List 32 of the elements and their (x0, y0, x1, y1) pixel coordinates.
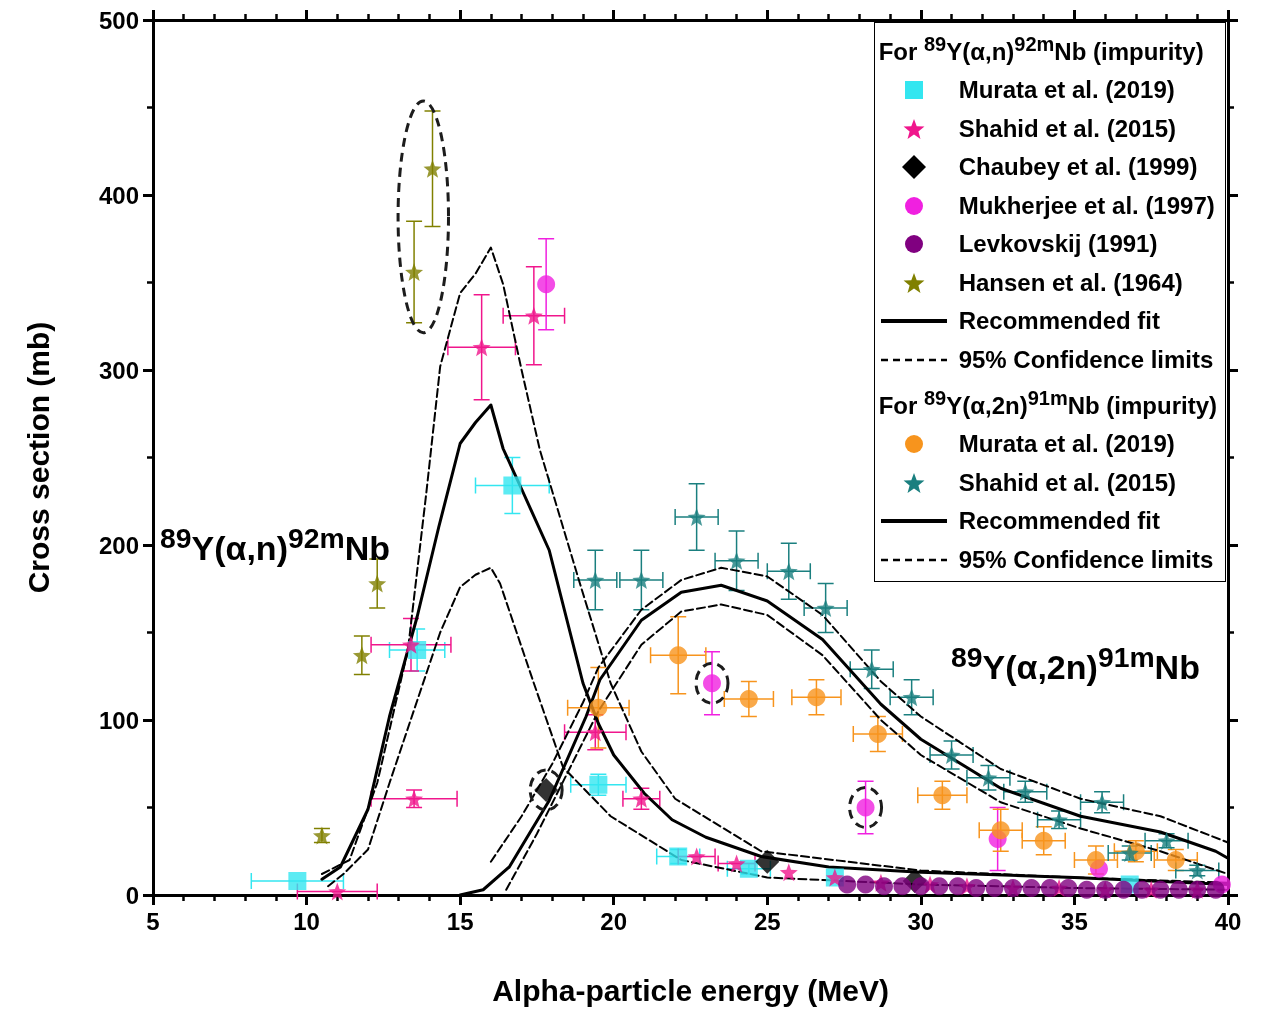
legend-label: Shahid et al. (2015) (958, 468, 1177, 497)
x-tick-label: 25 (753, 907, 781, 935)
legend-label: Murata et al. (2019) (958, 76, 1175, 105)
y-tick-label: 100 (98, 706, 139, 734)
legend-label: Mukherjee et al. (1997) (958, 191, 1215, 220)
annotation: $^{89}$Y(α,2n)$^{91m}$Nb (951, 640, 1200, 689)
legend-label: Hansen et al. (1964) (958, 268, 1183, 297)
annotation: For $^{89}$Y(α,2n)$^{91m}$Nb (impurity) (878, 386, 1217, 421)
legend-label: 95% Confidence limits (958, 545, 1214, 574)
legend-label: Recommended fit (958, 507, 1161, 536)
legend-label: Recommended fit (958, 307, 1161, 336)
legend-label: 95% Confidence limits (958, 345, 1214, 374)
y-tick-label: 400 (98, 181, 139, 209)
legend-label: Shahid et al. (2015) (958, 114, 1177, 143)
x-tick-label: 10 (293, 907, 320, 935)
y-tick-label: 500 (98, 6, 139, 34)
y-tick-label: 200 (98, 531, 139, 559)
x-tick-label: 35 (1061, 907, 1088, 935)
x-tick-label: 5 (146, 907, 160, 935)
legend-label: Murata et al. (2019) (958, 430, 1175, 459)
y-tick-label: 300 (98, 356, 139, 384)
x-tick-label: 30 (907, 907, 935, 935)
legend-label: Levkovskij (1991) (958, 230, 1158, 259)
y-axis-title: Cross section (mb) (21, 321, 55, 594)
x-tick-label: 20 (600, 907, 628, 935)
legend-label: Chaubey et al. (1999) (958, 153, 1198, 182)
x-tick-label: 40 (1214, 907, 1242, 935)
x-axis-title: Alpha-particle energy (MeV) (492, 973, 889, 1007)
annotation: $^{89}$Y(α,n)$^{92m}$Nb (160, 521, 390, 570)
x-tick-label: 15 (446, 907, 474, 935)
y-tick-label: 0 (125, 881, 139, 909)
annotation: For $^{89}$Y(α,n)$^{92m}$Nb (impurity) (878, 32, 1205, 67)
